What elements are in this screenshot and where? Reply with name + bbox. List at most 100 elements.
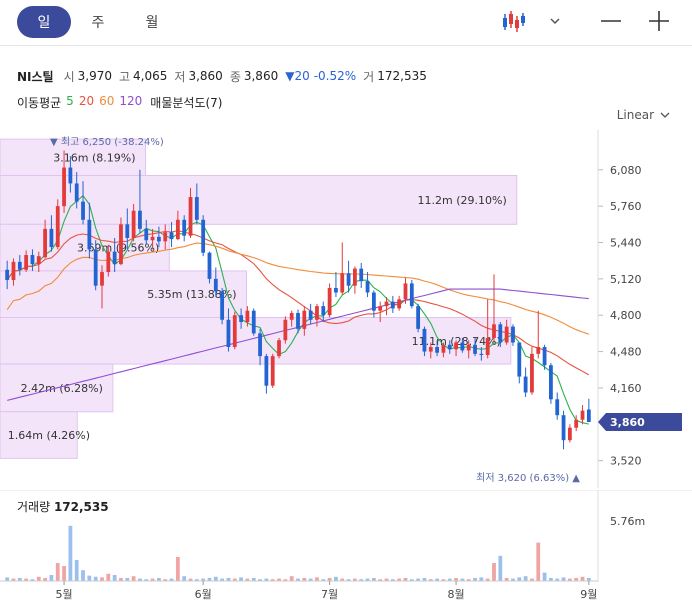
candlestick-icon[interactable] — [500, 8, 528, 36]
volume-bar — [530, 578, 534, 581]
ma-60-line — [6, 242, 589, 335]
volume-profile-bar — [0, 411, 78, 459]
volume-bar — [119, 578, 123, 581]
volume-bar — [74, 560, 79, 581]
candle-body — [567, 427, 572, 441]
volume-profile-label: 3.16m (8.19%) — [53, 151, 135, 164]
volume-profile-label: 1.64m (4.26%) — [8, 429, 90, 442]
candle-body — [466, 344, 471, 351]
volume-bar — [371, 578, 376, 581]
candle-body — [93, 249, 98, 286]
volume-bar — [384, 578, 389, 581]
current-price-label: 3,860 — [610, 416, 645, 429]
volume-panel-value: 172,535 — [53, 500, 109, 514]
volume-bar — [125, 578, 130, 581]
volume-bar — [542, 572, 547, 581]
current-price-tag — [598, 413, 682, 432]
volume-chart[interactable]: 5.76m5월6월7월8월9월10월 — [0, 490, 692, 615]
y-tick-label: 4,480 — [610, 346, 642, 359]
candle-body — [36, 256, 41, 265]
candle-body — [397, 299, 402, 309]
close-value: 3,860 — [243, 69, 279, 83]
close-label: 종 — [229, 69, 241, 84]
candle-body — [11, 261, 16, 281]
volume-bar — [87, 575, 92, 581]
chevron-down-icon — [660, 112, 670, 118]
volume-bar — [226, 578, 231, 581]
candle-body — [188, 197, 193, 236]
volume-bar — [270, 579, 275, 581]
volume-tick-label: 5.76m — [610, 515, 645, 528]
volume-bar — [403, 578, 408, 581]
volume-profile-label: 5.35m (13.88%) — [147, 288, 236, 301]
indicator-legend[interactable]: 이동평균 5 20 60 120 매물분석도(7) — [17, 94, 222, 111]
chevron-down-icon[interactable] — [548, 14, 562, 28]
candle-body — [371, 292, 376, 311]
minus-icon[interactable] — [598, 8, 624, 34]
volume-bar — [315, 577, 319, 581]
volume-bar — [308, 578, 313, 581]
candle-body — [346, 273, 351, 286]
volume-bar — [264, 578, 269, 581]
candle-body — [125, 224, 130, 238]
period-tab-week[interactable]: 주 — [91, 15, 105, 31]
candle-body — [454, 342, 458, 350]
candle-body — [384, 301, 389, 307]
volume-profile-label: 3.69m (9.56%) — [77, 242, 159, 255]
volume-bar — [523, 576, 528, 581]
candle-body — [504, 326, 509, 343]
scale-dropdown[interactable]: Linear — [617, 108, 670, 122]
candle-body — [473, 344, 477, 354]
ma-label: 이동평균 — [17, 96, 62, 110]
plus-icon[interactable] — [646, 8, 672, 34]
y-tick-label: 4,160 — [610, 382, 642, 395]
candle-body — [340, 273, 345, 293]
volume-bar — [207, 578, 212, 581]
ma-20-line — [6, 230, 590, 376]
x-tick-label: 7월 — [321, 588, 338, 601]
volume-bar — [201, 578, 206, 581]
volume-panel-label: 거래량 — [17, 500, 51, 514]
volume-profile-label: 11.2m (29.10%) — [418, 194, 507, 207]
candle-body — [530, 353, 534, 393]
candle-body — [43, 228, 47, 258]
volume-bar — [157, 578, 161, 581]
volume-bar — [492, 563, 496, 581]
volume-bar — [466, 579, 471, 581]
candle-body — [62, 167, 66, 207]
volume-bar — [182, 576, 187, 581]
candle-body — [321, 306, 326, 316]
volume-profile-label: 매물분석도(7) — [150, 96, 223, 110]
candle-body — [378, 306, 383, 311]
y-tick-label: 4,800 — [610, 309, 642, 322]
volume-bar — [365, 578, 370, 581]
volume-bar — [416, 578, 421, 581]
candle-body — [409, 283, 414, 307]
candle-body — [536, 347, 541, 354]
candle-body — [49, 228, 54, 248]
x-tick-label: 9월 — [580, 588, 597, 601]
candle-body — [201, 219, 206, 253]
candle-body — [119, 224, 123, 265]
candle-body — [492, 324, 496, 338]
candle-body — [226, 319, 231, 348]
volume-bar — [555, 578, 560, 581]
volume-bar — [30, 579, 35, 581]
y-tick-label: 6,080 — [610, 164, 642, 177]
candle-body — [283, 319, 288, 341]
volume-bar — [479, 577, 484, 581]
volume-bar — [100, 577, 104, 581]
candle-body — [403, 283, 408, 300]
volume-bar — [296, 578, 300, 581]
candle-body — [251, 310, 256, 334]
period-tab-day[interactable]: 일 — [17, 6, 71, 38]
period-tab-month[interactable]: 월 — [145, 15, 159, 31]
price-chart[interactable]: 3.16m (8.19%) 11.2m (29.10%) 3.69m (9.56%)… — [0, 130, 692, 488]
candle-body — [428, 347, 433, 352]
volume-bar — [150, 578, 155, 581]
candle-body — [182, 219, 187, 236]
volume-bar — [485, 578, 490, 581]
top-toolbar: 일 주 월 — [0, 0, 692, 46]
volume-bar — [138, 578, 142, 581]
